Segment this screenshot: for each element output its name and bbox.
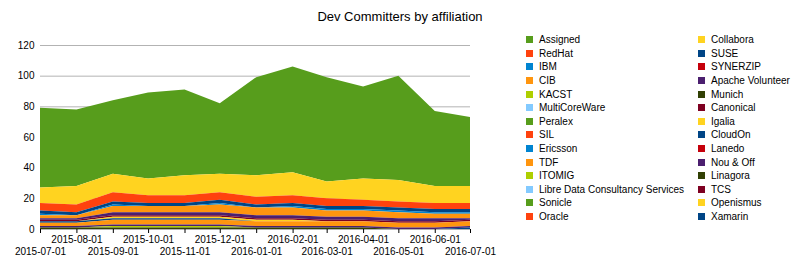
svg-text:0: 0	[29, 224, 35, 235]
svg-text:2015-10-01: 2015-10-01	[123, 234, 175, 245]
html-text:TDF: TDF	[539, 156, 559, 168]
svg-text:2016-06-01: 2016-06-01	[410, 234, 462, 245]
html-text:Apache Volunteer: Apache Volunteer	[711, 75, 790, 87]
svg-text:2015-08-01: 2015-08-01	[51, 234, 103, 245]
svg-text:80: 80	[23, 101, 35, 112]
html-text:Assigned: Assigned	[539, 34, 581, 46]
svg-text:2016-03-01: 2016-03-01	[302, 246, 354, 257]
html-text:KACST: KACST	[539, 88, 573, 100]
html-text:CloudOn: CloudOn	[711, 129, 751, 141]
svg-text:2016-01-01: 2016-01-01	[231, 246, 283, 257]
html-text:Ericsson: Ericsson	[539, 143, 578, 154]
html-text:Linagora: Linagora	[711, 170, 750, 182]
html-text:SUSE: SUSE	[711, 47, 739, 59]
html-text:Lanedo: Lanedo	[711, 143, 745, 154]
svg-text:120: 120	[18, 40, 35, 51]
html-text:Nou & Off: Nou & Off	[711, 156, 755, 168]
html-text:TCS: TCS	[711, 183, 731, 195]
html-text:MultiCoreWare: MultiCoreWare	[539, 102, 606, 114]
svg-text:2016-04-01: 2016-04-01	[338, 234, 390, 245]
html-text:Sonicle: Sonicle	[539, 197, 572, 209]
html-text:Collabora: Collabora	[711, 34, 754, 46]
svg-text:2016-05-01: 2016-05-01	[373, 246, 425, 257]
svg-text:20: 20	[23, 193, 35, 204]
html-text:SYNERZIP: SYNERZIP	[711, 61, 761, 73]
html-text:Igalia: Igalia	[711, 115, 735, 127]
html-text:SIL: SIL	[539, 129, 554, 141]
html-text:IBM: IBM	[539, 61, 557, 73]
html-text:RedHat: RedHat	[539, 47, 573, 59]
html-text:Canonical: Canonical	[711, 102, 756, 114]
svg-text:2016-02-01: 2016-02-01	[268, 234, 320, 245]
svg-text:2015-09-01: 2015-09-01	[88, 246, 140, 257]
svg-text:2015-12-01: 2015-12-01	[195, 234, 247, 245]
svg-text:2015-07-01: 2015-07-01	[15, 246, 67, 257]
html-text:Openismus: Openismus	[711, 197, 762, 209]
svg-text:60: 60	[23, 132, 35, 143]
svg-text:100: 100	[18, 70, 35, 81]
html-text:CIB: CIB	[539, 75, 556, 87]
html-text:Dev Committers by affiliation: Dev Committers by affiliation	[317, 9, 483, 24]
html-text:ITOMIG: ITOMIG	[539, 170, 575, 182]
html-text:Xamarin: Xamarin	[711, 211, 749, 222]
html-text:Peralex: Peralex	[539, 115, 573, 127]
html-text:Munich: Munich	[711, 88, 744, 100]
html-text:Oracle: Oracle	[539, 211, 569, 222]
svg-text:2016-07-01: 2016-07-01	[445, 246, 497, 257]
html-text:Libre Data Consultancy Service: Libre Data Consultancy Services	[539, 183, 685, 195]
svg-text:2015-11-01: 2015-11-01	[160, 246, 211, 257]
svg-text:40: 40	[23, 162, 35, 173]
